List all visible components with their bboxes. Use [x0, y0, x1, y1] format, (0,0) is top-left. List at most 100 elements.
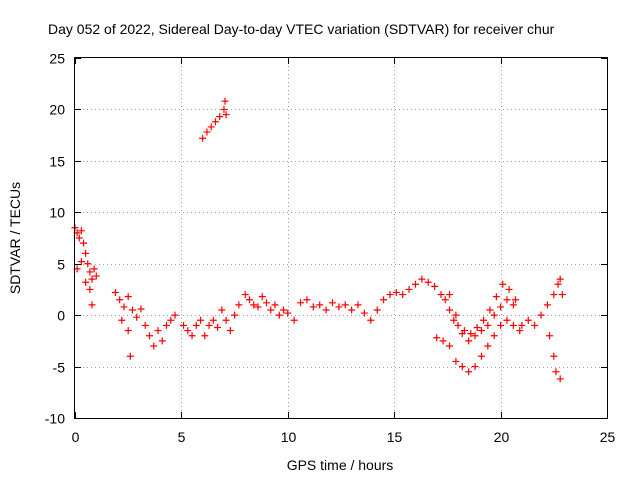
data-point	[380, 296, 388, 304]
y-tick-label: 10	[49, 205, 65, 221]
data-point	[92, 272, 100, 280]
data-point	[284, 309, 292, 317]
data-point	[392, 289, 400, 297]
x-tick-label: 5	[178, 429, 186, 445]
data-point	[484, 321, 492, 329]
data-point	[437, 291, 445, 299]
data-point	[492, 293, 500, 301]
data-point	[86, 268, 94, 276]
axis-ticks: 0 5 10 15 20 25 -10 -5 0 5 10 15 20 25	[45, 51, 616, 446]
data-point	[271, 301, 279, 309]
data-point	[197, 316, 205, 324]
data-point	[222, 111, 230, 119]
data-point	[75, 234, 83, 242]
x-tick-label: 20	[494, 429, 510, 445]
y-tick-label: 0	[57, 308, 65, 324]
data-point	[235, 301, 243, 309]
data-point	[452, 357, 460, 365]
data-point	[546, 332, 554, 340]
data-point	[218, 306, 226, 314]
data-point	[511, 296, 519, 304]
data-point	[231, 311, 239, 319]
data-point	[439, 337, 447, 345]
data-point	[465, 337, 473, 345]
data-point	[556, 275, 564, 283]
x-tick-label: 10	[281, 429, 297, 445]
data-point	[405, 285, 413, 293]
data-point	[88, 275, 96, 283]
data-point	[221, 97, 229, 105]
data-point	[82, 249, 90, 257]
data-point	[188, 332, 196, 340]
data-point	[550, 291, 558, 299]
data-point	[245, 296, 253, 304]
data-point	[201, 332, 209, 340]
data-point	[86, 285, 94, 293]
data-point	[446, 291, 454, 299]
plot-frame	[74, 57, 608, 419]
data-point	[226, 327, 234, 335]
data-point	[558, 291, 566, 299]
data-point	[531, 321, 539, 329]
x-tick-label: 15	[387, 429, 403, 445]
data-point	[241, 291, 249, 299]
data-point	[192, 321, 200, 329]
data-point	[163, 321, 171, 329]
data-point	[452, 311, 460, 319]
data-point	[373, 306, 381, 314]
data-point	[411, 280, 419, 288]
data-point	[118, 316, 126, 324]
data-point	[486, 306, 494, 314]
data-point	[458, 363, 466, 371]
data-point	[524, 316, 532, 324]
data-point	[77, 258, 85, 266]
data-point	[360, 309, 368, 317]
data-point	[258, 293, 266, 301]
data-point	[124, 327, 132, 335]
data-point	[263, 299, 271, 307]
data-point	[203, 128, 211, 136]
data-point	[509, 321, 517, 329]
data-point	[446, 342, 454, 350]
y-tick-label: 25	[49, 51, 65, 67]
data-point	[207, 123, 215, 131]
data-point	[458, 330, 466, 338]
y-tick-label: -5	[53, 360, 66, 376]
data-point	[211, 118, 219, 126]
data-point	[180, 321, 188, 329]
data-point	[88, 301, 96, 309]
data-point	[499, 280, 507, 288]
data-point	[399, 291, 407, 299]
data-point	[171, 311, 179, 319]
data-point	[126, 352, 134, 360]
data-point	[220, 105, 228, 113]
data-point	[454, 321, 462, 329]
data-point	[518, 321, 526, 329]
data-point	[433, 334, 441, 342]
data-point	[552, 368, 560, 376]
data-point	[367, 316, 375, 324]
data-point	[335, 303, 343, 311]
data-point	[254, 303, 262, 311]
data-point	[322, 306, 330, 314]
data-point	[116, 296, 124, 304]
data-point	[490, 332, 498, 340]
data-point	[209, 316, 217, 324]
data-point	[120, 303, 128, 311]
data-point	[467, 330, 475, 338]
x-tick-label: 25	[600, 429, 616, 445]
data-point	[205, 321, 213, 329]
data-point	[418, 275, 426, 283]
data-point	[275, 311, 283, 319]
data-point	[550, 352, 558, 360]
data-point	[214, 323, 222, 331]
data-point	[348, 306, 356, 314]
data-point	[477, 352, 485, 360]
x-tick-label: 0	[72, 429, 80, 445]
data-point	[84, 260, 92, 268]
data-point	[424, 278, 432, 286]
data-point	[471, 332, 479, 340]
data-point	[497, 321, 505, 329]
